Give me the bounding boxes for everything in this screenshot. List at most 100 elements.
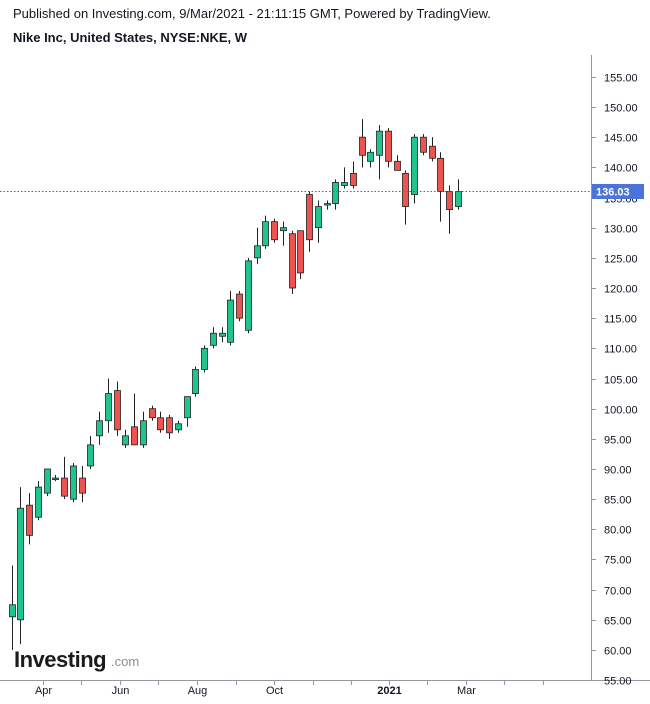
candle-body-up xyxy=(227,299,234,343)
y-tick-label: 145.00 xyxy=(604,133,638,145)
candle-body-up xyxy=(455,191,462,207)
current-price-marker: 136.03 xyxy=(0,184,644,199)
candle xyxy=(26,493,33,545)
candle xyxy=(210,327,217,349)
candle-body-down xyxy=(157,417,164,431)
candle xyxy=(429,137,436,162)
watermark-suffix: .com xyxy=(111,654,139,669)
candle xyxy=(420,134,427,156)
candle-body-down xyxy=(420,136,427,153)
candle-body-down xyxy=(402,172,409,207)
candle xyxy=(437,152,444,222)
watermark-brand: Investing xyxy=(14,647,106,672)
candle-body-up xyxy=(70,465,77,500)
candle-body-up xyxy=(52,477,59,480)
candle xyxy=(140,411,147,448)
candle-body-up xyxy=(140,420,147,446)
y-tick-label: 95.00 xyxy=(604,435,632,447)
candle xyxy=(385,128,392,168)
y-tick-label: 85.00 xyxy=(604,495,632,507)
x-tick-label: Mar xyxy=(457,685,476,697)
candle xyxy=(114,381,121,436)
y-tick-label: 70.00 xyxy=(604,586,632,598)
candle xyxy=(201,345,208,373)
candle-body-up xyxy=(376,130,383,156)
candle xyxy=(105,378,112,433)
candles-layer xyxy=(9,119,462,650)
candle-body-down xyxy=(166,417,173,434)
candle xyxy=(341,167,348,189)
candle-body-down xyxy=(131,426,138,446)
candle-body-down xyxy=(61,477,68,497)
y-tick-label: 105.00 xyxy=(604,375,638,387)
candle-body-up xyxy=(245,260,252,331)
y-tick-label: 125.00 xyxy=(604,254,638,266)
y-tick-label: 155.00 xyxy=(604,73,638,85)
candle-body-down xyxy=(359,136,366,156)
candle xyxy=(324,200,331,210)
candle-body-up xyxy=(87,444,94,467)
candle-body-up xyxy=(280,227,287,232)
candle-body-up xyxy=(17,507,24,621)
candle xyxy=(271,218,278,243)
candle xyxy=(306,191,313,252)
candle xyxy=(122,429,129,448)
candle xyxy=(245,257,252,334)
candle-body-up xyxy=(44,468,51,494)
y-tick-label: 100.00 xyxy=(604,405,638,417)
candle xyxy=(376,125,383,180)
x-tick-label: Jun xyxy=(112,685,130,697)
candle-body-down xyxy=(306,194,313,241)
candle-body-up xyxy=(262,221,269,247)
candle-body-down xyxy=(289,233,296,289)
candle xyxy=(236,291,243,322)
candle-body-up xyxy=(122,435,129,446)
y-tick-label: 55.00 xyxy=(604,676,632,688)
candle-body-up xyxy=(35,486,42,518)
candle xyxy=(262,215,269,249)
x-tick-label: Aug xyxy=(188,685,208,697)
published-info: Published on Investing.com, 9/Mar/2021 -… xyxy=(13,6,491,21)
candle xyxy=(87,435,94,469)
candle-body-down xyxy=(446,191,453,210)
candle-body-up xyxy=(175,423,182,431)
candle-body-up xyxy=(332,182,339,204)
y-tick-label: 65.00 xyxy=(604,616,632,628)
candle xyxy=(411,134,418,204)
candle xyxy=(70,462,77,503)
candle-body-up xyxy=(96,420,103,437)
y-tick-label: 130.00 xyxy=(604,224,638,236)
candle xyxy=(52,475,59,482)
candle xyxy=(289,230,296,295)
candle xyxy=(359,119,366,168)
y-tick-label: 80.00 xyxy=(604,525,632,537)
candle xyxy=(192,366,199,397)
candle-body-down xyxy=(297,230,304,274)
candle-body-up xyxy=(210,332,217,346)
candle xyxy=(35,481,42,521)
candle-body-up xyxy=(105,393,112,422)
candle xyxy=(280,221,287,246)
candle xyxy=(44,468,51,497)
candle xyxy=(219,327,226,343)
y-tick-label: 115.00 xyxy=(604,314,637,326)
candle-body-up xyxy=(254,245,261,259)
current-price-label: 136.03 xyxy=(596,187,630,199)
candle-body-up xyxy=(192,369,199,394)
candle xyxy=(367,149,374,168)
candle xyxy=(332,179,339,210)
candle-body-down xyxy=(429,145,436,159)
candle xyxy=(394,155,401,171)
candle xyxy=(455,179,462,210)
candle xyxy=(297,230,304,279)
candle xyxy=(157,411,164,433)
candle xyxy=(61,456,68,500)
candle-body-up xyxy=(9,604,16,618)
y-tick-label: 60.00 xyxy=(604,646,632,658)
candle-body-down xyxy=(350,172,357,186)
x-tick-label: Oct xyxy=(266,685,283,697)
candle-body-up xyxy=(341,182,348,186)
candle-body-down xyxy=(437,157,444,192)
candle xyxy=(166,414,173,439)
